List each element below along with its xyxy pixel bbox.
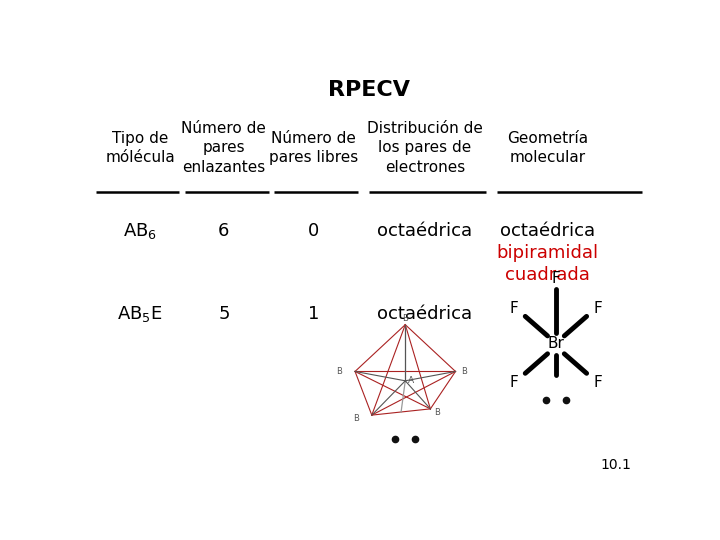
Text: 10.1: 10.1 — [600, 458, 631, 472]
Text: F: F — [593, 375, 602, 390]
Text: F: F — [593, 301, 602, 315]
Text: Tipo de
mólécula: Tipo de mólécula — [105, 131, 175, 165]
Text: octaédrica: octaédrica — [377, 305, 472, 323]
Text: AB$_6$: AB$_6$ — [123, 221, 157, 241]
Text: 1: 1 — [307, 305, 319, 323]
Text: Distribución de
los pares de
electrones: Distribución de los pares de electrones — [367, 120, 482, 176]
Text: Br: Br — [547, 336, 564, 351]
Text: B: B — [462, 367, 467, 376]
Text: F: F — [510, 301, 518, 315]
Text: octaédrica: octaédrica — [377, 222, 472, 240]
Text: 5: 5 — [218, 305, 230, 323]
Text: Número de
pares
enlazantes: Número de pares enlazantes — [181, 120, 266, 176]
Text: B: B — [402, 314, 408, 322]
Text: B: B — [434, 408, 440, 417]
Text: A: A — [408, 376, 414, 386]
Text: B: B — [336, 367, 343, 376]
Text: B: B — [354, 414, 359, 423]
Text: bipiramidal
cuadrada: bipiramidal cuadrada — [497, 244, 598, 285]
Text: 0: 0 — [307, 222, 319, 240]
Text: F: F — [552, 272, 560, 286]
Text: octaédrica: octaédrica — [500, 222, 595, 240]
Text: 6: 6 — [218, 222, 230, 240]
Text: AB$_5$E: AB$_5$E — [117, 304, 163, 325]
Text: RPECV: RPECV — [328, 80, 410, 100]
Text: F: F — [510, 375, 518, 390]
Text: Número de
pares libres: Número de pares libres — [269, 131, 358, 165]
Text: Geometría
molecular: Geometría molecular — [507, 131, 588, 165]
